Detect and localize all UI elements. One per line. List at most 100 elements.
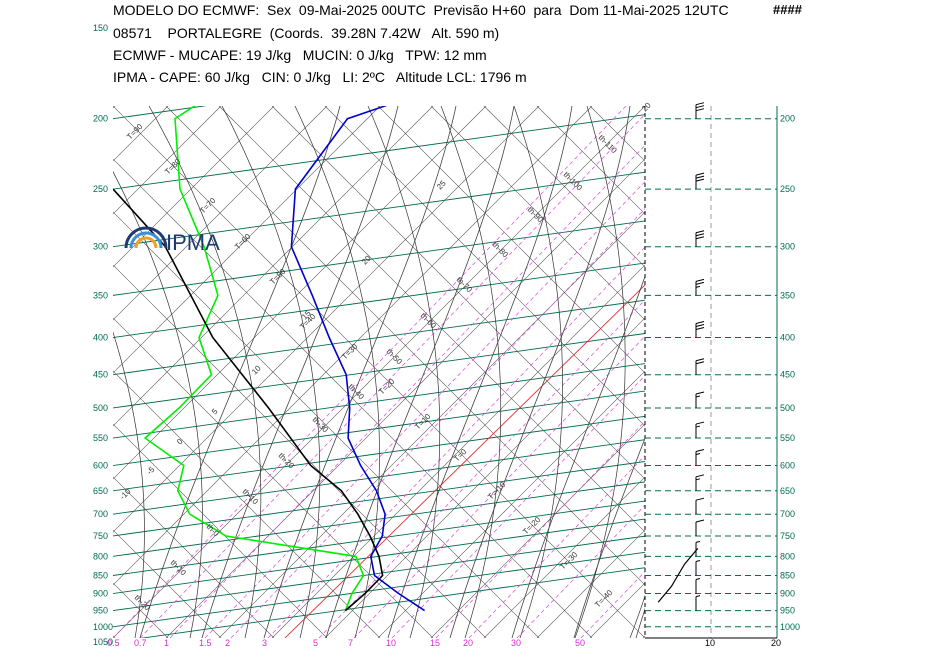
pressure-tick-left: 1050: [93, 637, 113, 647]
isotherm-line: [908, 106, 940, 638]
isobar-line: [113, 363, 645, 439]
isobar-line: [113, 114, 645, 190]
diagonal-grid-line: [908, 106, 940, 638]
pressure-tick-right: 850: [780, 570, 795, 580]
diagonal-grid-line: [165, 106, 645, 586]
wind-barb-half-flag: [695, 595, 701, 598]
pressure-tick-right: 750: [780, 531, 795, 541]
wind-barb: [695, 595, 701, 611]
wind-barb-flag: [695, 108, 705, 112]
diagonal-grid-line: [324, 106, 645, 427]
header-ecmwf-indices: ECMWF - MUCAPE: 19 J/kg MUCIN: 0 J/kg TP…: [113, 47, 487, 63]
mixing-ratio-line: [516, 504, 645, 638]
isobar-line: [103, 0, 645, 29]
isotherm-line: [802, 106, 940, 638]
diagonal-grid-line: [483, 106, 645, 268]
dry-adiabat-line: [685, 106, 754, 638]
header-run-info: MODELO DO ECMWF: Sex 09-Mai-2025 00UTC P…: [113, 2, 729, 18]
diagonal-grid-line: [113, 317, 434, 638]
isotherm-line: [113, 106, 328, 321]
mixing-ratio-tick: 15: [430, 638, 440, 648]
wind-barb: [695, 391, 705, 408]
pressure-tick-left: 500: [93, 403, 108, 413]
dry-adiabat-line: [440, 106, 502, 638]
wind-barb-flag: [695, 236, 705, 240]
diagonal-grid-line: [113, 264, 487, 638]
wind-barb-flag: [695, 361, 705, 365]
series-temperature-line: [290, 106, 426, 612]
isobar-line: [113, 415, 645, 492]
mixing-ratio-line: [113, 106, 627, 638]
profile-series: [113, 106, 426, 612]
diagonal-grid-line: [113, 529, 222, 638]
moist-adiabat-line: [139, 106, 341, 638]
wind-barb-flag: [695, 497, 705, 501]
mixing-ratio-tick: 0.7: [134, 638, 147, 648]
mixing-ratio-tick: 5: [313, 638, 318, 648]
moist-adiabat-line: [387, 106, 573, 638]
wind-axis-tick: 10: [705, 638, 715, 648]
wind-barb-half-flag: [695, 578, 701, 581]
pressure-tick-left: 450: [93, 370, 108, 380]
wind-axis-tick: 20: [771, 638, 781, 648]
pressure-tick-left: 250: [93, 184, 108, 194]
wind-barb: [695, 421, 705, 439]
mixing-ratio-tick: 0.5: [107, 638, 120, 648]
isobar-line: [113, 262, 645, 338]
wind-barb-half-flag: [695, 540, 701, 543]
mixing-ratio-tick: 7: [348, 638, 353, 648]
wind-barb: [695, 519, 705, 536]
mixing-ratio-line: [267, 246, 645, 638]
mixing-ratio-tick: 2: [225, 638, 230, 648]
isobar-line: [113, 220, 645, 296]
isobar-line: [113, 390, 645, 466]
pressure-tick-right: 450: [780, 370, 795, 380]
wind-barb-flag: [695, 421, 705, 425]
dry-adiabat-line: [367, 106, 441, 638]
wind-barb-flag: [695, 449, 705, 453]
mixing-ratio-tick: 1.5: [199, 638, 212, 648]
moist-adiabat-line: [449, 106, 631, 638]
wind-barb: [695, 560, 701, 576]
pressure-tick-left: 350: [93, 290, 108, 300]
ipma-logo: IPMA: [124, 226, 220, 255]
mixing-ratio-line: [353, 335, 645, 638]
wind-barb-flag: [695, 278, 705, 282]
moist-adiabat-label: -5: [145, 465, 157, 477]
isotherm-line: [536, 529, 645, 638]
wind-barb: [695, 358, 705, 375]
wind-barb-flag: [695, 172, 705, 176]
wind-barb-flag: [695, 105, 705, 109]
wind-barb: [695, 497, 705, 515]
series-parcel-line: [113, 188, 384, 612]
mixing-ratio-tick: 30: [511, 638, 521, 648]
isobar-line: [113, 333, 645, 409]
diagonal-grid-line: [749, 106, 940, 638]
diagonal-grid-line: [113, 158, 593, 638]
isobar-line: [139, 567, 645, 638]
wind-barb-flag: [695, 321, 705, 325]
isobar-line: [113, 171, 645, 248]
pressure-tick-left: 900: [93, 589, 108, 599]
mixing-ratio-tick: 3: [262, 638, 267, 648]
pressure-tick-right: 550: [780, 433, 795, 443]
wind-panel: [644, 102, 778, 639]
dry-adiabat-line: [0, 106, 87, 638]
wind-barb: [695, 102, 705, 119]
wind-barb: [695, 540, 701, 557]
pressure-tick-right: 200: [780, 114, 795, 124]
isotherm-line: [696, 106, 940, 638]
isotherm-line: [430, 423, 645, 638]
moist-adiabat-line: [201, 106, 399, 638]
header-marker: ####: [773, 2, 802, 17]
wind-barb: [695, 172, 705, 190]
pressure-tick-right: 950: [780, 606, 795, 616]
isotherm-line: [113, 106, 275, 268]
wind-barb-flag: [695, 233, 705, 237]
header-station: 08571 PORTALEGRE (Coords. 39.28N 7.42W A…: [113, 25, 500, 41]
diagonal-grid-line: [0, 106, 62, 638]
dry-adiabat-line: [148, 106, 262, 638]
pressure-tick-left: 750: [93, 531, 108, 541]
wind-barb: [695, 474, 705, 491]
wind-barb: [695, 449, 705, 466]
